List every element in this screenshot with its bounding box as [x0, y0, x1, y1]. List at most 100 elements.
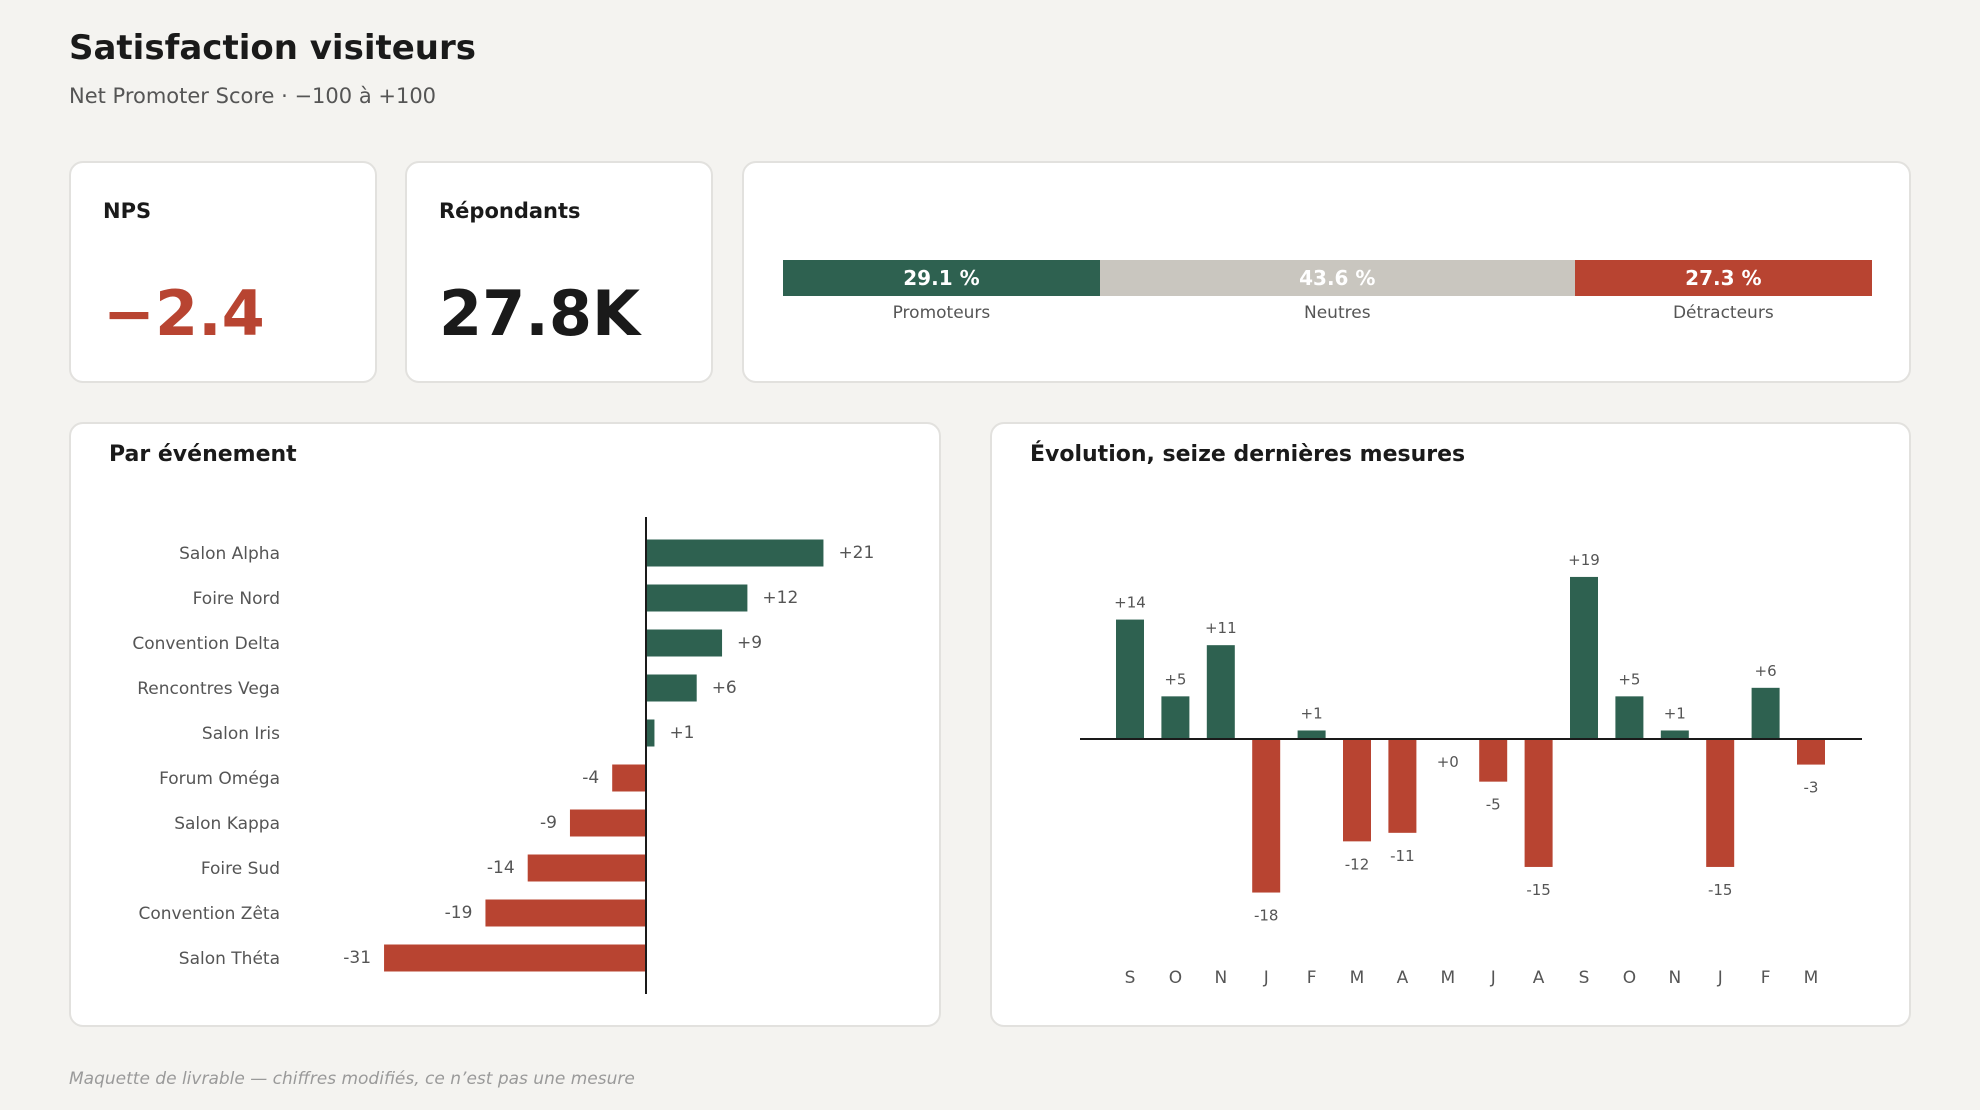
trend-tick-label: M — [1804, 968, 1819, 988]
event-category-label: Rencontres Vega — [137, 679, 280, 699]
trend-value-label: +11 — [1205, 619, 1237, 637]
trend-tick-label: A — [1397, 968, 1409, 988]
segment-label-neutres: Neutres — [1304, 303, 1371, 323]
event-category-label: Foire Nord — [193, 589, 280, 609]
event-bar — [646, 719, 655, 747]
trend-bar — [1343, 739, 1371, 842]
trend-value-label: +19 — [1568, 551, 1600, 569]
segment-label-promoteurs: Promoteurs — [892, 303, 991, 323]
trend-value-label: +6 — [1755, 662, 1777, 680]
event-bar — [646, 584, 748, 612]
trend-value-label: +0 — [1437, 753, 1459, 771]
event-value-label: +9 — [737, 633, 762, 653]
trend-tick-label: M — [1350, 968, 1365, 988]
event-category-label: Convention Delta — [132, 634, 280, 654]
event-bar — [646, 629, 723, 657]
segment-neutres: 43.6 % — [1099, 260, 1575, 296]
trend-bar — [1660, 730, 1689, 739]
event-bar — [485, 899, 646, 927]
page-subtitle: Net Promoter Score · −100 à +100 — [69, 84, 437, 108]
nps-value: −2.4 — [103, 277, 265, 350]
trend-tick-label: J — [1263, 968, 1269, 988]
trend-value-label: -5 — [1486, 796, 1501, 814]
event-category-label: Salon Alpha — [179, 544, 280, 564]
trend-bar — [1797, 739, 1825, 765]
segment-label-detracteurs: Détracteurs — [1672, 303, 1774, 323]
trend-value-label: -15 — [1708, 881, 1733, 899]
trend-bar — [1252, 739, 1281, 893]
event-bar — [527, 854, 646, 882]
respondents-label: Répondants — [439, 199, 581, 223]
event-category-label: Salon Kappa — [174, 814, 280, 834]
trend-value-label: +5 — [1618, 670, 1640, 688]
event-category-label: Foire Sud — [201, 859, 280, 879]
trend-value-label: +14 — [1114, 594, 1146, 612]
trend-bar — [1570, 576, 1598, 739]
trend-tick-label: S — [1125, 968, 1136, 988]
events-bar-chart: Salon Alpha +21 Foire Nord +12 Convention De… — [132, 517, 874, 994]
trend-bar — [1297, 730, 1326, 739]
trend-value-label: -12 — [1345, 855, 1370, 873]
event-category-label: Forum Oméga — [159, 769, 280, 789]
event-bar — [384, 944, 646, 972]
page-title: Satisfaction visiteurs — [69, 28, 477, 68]
trend-value-label: +1 — [1664, 704, 1686, 722]
trend-bar — [1706, 739, 1735, 867]
respondents-value: 27.8K — [439, 277, 641, 350]
segment-detracteurs: 27.3 % — [1574, 260, 1872, 296]
event-value-label: -14 — [487, 858, 515, 878]
trend-value-label: -3 — [1804, 779, 1819, 797]
trend-value-label: -18 — [1254, 907, 1279, 925]
trend-tick-label: M — [1440, 968, 1455, 988]
event-value-label: +12 — [762, 588, 798, 608]
trend-tick-label: N — [1668, 968, 1681, 988]
segment-promoteurs: 29.1 % — [783, 260, 1100, 296]
event-category-label: Convention Zêta — [139, 904, 281, 924]
event-bar — [569, 809, 646, 837]
trend-bar — [1388, 739, 1417, 833]
event-value-label: -31 — [343, 948, 371, 968]
footnote: Maquette de livrable — chiffres modifiés… — [69, 1069, 635, 1089]
event-bar — [612, 764, 646, 792]
event-value-label: +6 — [712, 678, 737, 698]
trend-bar — [1116, 619, 1144, 739]
trend-tick-label: J — [1490, 968, 1496, 988]
trend-value-label: -15 — [1526, 881, 1551, 899]
event-bar — [646, 674, 697, 702]
event-value-label: -19 — [445, 903, 473, 923]
event-bar — [646, 539, 824, 567]
trend-tick-label: A — [1533, 968, 1545, 988]
trend-bar — [1615, 696, 1644, 739]
distribution-card: 29.1 % 43.6 % 27.3 % Promoteurs Neutres … — [742, 161, 1911, 383]
trend-tick-label: N — [1214, 968, 1227, 988]
trend-tick-label: O — [1169, 968, 1182, 988]
event-category-label: Salon Théta — [179, 949, 280, 969]
event-value-label: -4 — [582, 768, 599, 788]
event-value-label: -9 — [540, 813, 557, 833]
trend-bar — [1206, 645, 1235, 739]
trend-chart-title: Évolution, seize dernières mesures — [1030, 442, 1466, 467]
events-chart-title: Par événement — [109, 442, 297, 467]
trend-tick-label: J — [1717, 968, 1723, 988]
trend-bar — [1479, 739, 1508, 782]
events-chart-card: Par événement Salon Alpha +21 Foire Nord +1… — [69, 422, 941, 1027]
trend-value-label: +1 — [1301, 704, 1323, 722]
trend-tick-label: F — [1307, 968, 1317, 988]
nps-label: NPS — [103, 199, 152, 223]
trend-chart-card: Évolution, seize dernières mesures +14 S +… — [990, 422, 1911, 1027]
event-category-label: Salon Iris — [202, 724, 280, 744]
trend-bar — [1751, 687, 1780, 739]
distribution-bar: 29.1 % 43.6 % 27.3 % Promoteurs Neutres … — [783, 163, 1872, 383]
trend-tick-label: S — [1579, 968, 1590, 988]
respondents-card: Répondants 27.8K — [405, 161, 713, 383]
nps-card: NPS −2.4 — [69, 161, 377, 383]
trend-bar — [1524, 739, 1553, 867]
trend-value-label: +5 — [1164, 670, 1186, 688]
trend-bar — [1161, 696, 1190, 739]
trend-tick-label: F — [1761, 968, 1771, 988]
event-value-label: +1 — [669, 723, 694, 743]
trend-bar-chart: +14 S +5 O +11 N -18 J +1 F -12 M -11 A +0 M -5 J -15 A +19 S… — [1080, 551, 1862, 988]
trend-tick-label: O — [1623, 968, 1636, 988]
event-value-label: +21 — [838, 543, 874, 563]
trend-value-label: -11 — [1390, 847, 1415, 865]
